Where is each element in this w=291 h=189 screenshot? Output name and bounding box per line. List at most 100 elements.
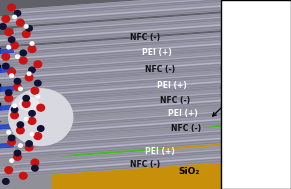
Ellipse shape [16, 55, 19, 58]
Polygon shape [15, 0, 228, 16]
Ellipse shape [10, 159, 14, 162]
Ellipse shape [22, 31, 30, 37]
Polygon shape [15, 75, 228, 92]
Ellipse shape [35, 80, 41, 86]
Ellipse shape [7, 46, 11, 49]
Ellipse shape [220, 117, 234, 121]
Ellipse shape [8, 37, 15, 43]
Ellipse shape [8, 138, 15, 145]
Text: NFC (-): NFC (-) [171, 124, 201, 133]
Text: NFC (-): NFC (-) [159, 96, 190, 105]
Ellipse shape [11, 42, 18, 49]
Polygon shape [0, 96, 228, 122]
Polygon shape [14, 0, 227, 12]
Ellipse shape [11, 107, 18, 112]
Polygon shape [0, 152, 227, 173]
Ellipse shape [13, 15, 16, 19]
Ellipse shape [220, 136, 234, 140]
Ellipse shape [2, 53, 10, 60]
Polygon shape [0, 20, 227, 40]
Ellipse shape [220, 80, 234, 83]
Ellipse shape [220, 42, 234, 45]
Polygon shape [0, 77, 227, 97]
Ellipse shape [19, 172, 27, 179]
Ellipse shape [20, 50, 26, 56]
Polygon shape [0, 77, 228, 103]
Polygon shape [14, 33, 227, 50]
Ellipse shape [11, 112, 18, 119]
Polygon shape [0, 58, 228, 84]
Ellipse shape [29, 67, 35, 73]
Ellipse shape [34, 61, 42, 68]
Ellipse shape [13, 104, 16, 108]
Ellipse shape [19, 57, 27, 64]
Ellipse shape [220, 155, 234, 159]
Polygon shape [0, 33, 227, 54]
Ellipse shape [7, 131, 11, 134]
Ellipse shape [9, 89, 73, 146]
Ellipse shape [6, 90, 12, 95]
Text: PEI (+): PEI (+) [168, 109, 198, 118]
Ellipse shape [2, 15, 10, 22]
Polygon shape [52, 125, 221, 170]
Text: NFC (-): NFC (-) [130, 160, 161, 169]
Polygon shape [14, 14, 228, 35]
Text: PFOS: PFOS [212, 67, 271, 116]
Polygon shape [14, 52, 227, 69]
Ellipse shape [36, 95, 40, 98]
Polygon shape [14, 108, 227, 126]
Ellipse shape [5, 29, 13, 36]
Ellipse shape [17, 127, 24, 134]
Ellipse shape [24, 25, 28, 28]
Polygon shape [0, 20, 228, 46]
Polygon shape [0, 58, 227, 78]
Ellipse shape [31, 87, 39, 94]
Polygon shape [0, 158, 228, 178]
Ellipse shape [220, 61, 234, 64]
Polygon shape [0, 133, 228, 160]
Ellipse shape [28, 118, 36, 124]
Ellipse shape [38, 126, 44, 131]
Polygon shape [0, 104, 221, 189]
Ellipse shape [26, 141, 32, 146]
Polygon shape [0, 7, 228, 27]
Ellipse shape [14, 150, 21, 156]
Ellipse shape [220, 23, 234, 26]
Polygon shape [15, 56, 228, 73]
Ellipse shape [18, 144, 22, 147]
Polygon shape [14, 127, 227, 145]
Ellipse shape [29, 111, 35, 116]
Text: PEI (+): PEI (+) [157, 81, 187, 90]
Text: NFC (-): NFC (-) [130, 33, 161, 42]
Text: NFC (-): NFC (-) [145, 65, 175, 74]
Polygon shape [15, 112, 228, 130]
Polygon shape [0, 45, 228, 65]
Polygon shape [0, 108, 227, 129]
Polygon shape [0, 89, 227, 111]
Ellipse shape [31, 159, 39, 166]
Polygon shape [0, 152, 228, 178]
Ellipse shape [17, 19, 24, 26]
Polygon shape [15, 18, 228, 35]
Polygon shape [14, 70, 228, 92]
Polygon shape [0, 120, 228, 141]
Polygon shape [0, 70, 227, 92]
Ellipse shape [23, 95, 29, 101]
Polygon shape [0, 101, 228, 122]
Polygon shape [14, 89, 227, 107]
Polygon shape [0, 39, 228, 65]
Polygon shape [14, 146, 227, 163]
Polygon shape [0, 64, 228, 84]
Ellipse shape [0, 24, 6, 29]
Polygon shape [0, 1, 227, 21]
Polygon shape [0, 83, 228, 103]
Ellipse shape [8, 4, 15, 11]
Text: PEI (+): PEI (+) [145, 147, 175, 156]
Polygon shape [52, 136, 221, 189]
Polygon shape [15, 131, 228, 149]
Polygon shape [0, 139, 228, 160]
Ellipse shape [222, 110, 232, 113]
Ellipse shape [8, 135, 15, 141]
Polygon shape [0, 0, 221, 47]
Ellipse shape [17, 122, 24, 128]
